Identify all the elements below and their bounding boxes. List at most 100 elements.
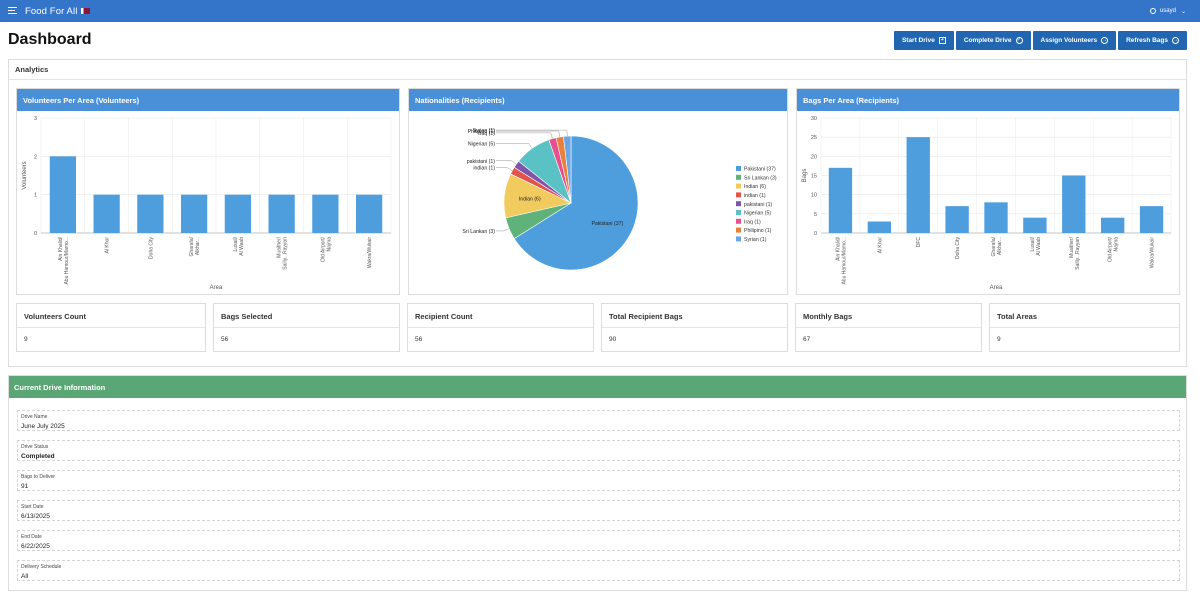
slice-label: indian (1) [473, 166, 495, 172]
legend-label: indian (1) [744, 193, 766, 199]
legend-swatch [736, 210, 741, 215]
field-value: Completed [21, 453, 55, 460]
chevron-down-icon: ⌄ [1180, 8, 1186, 15]
stat-card-total-recipient-bags: Total Recipient Bags 90 [601, 303, 788, 352]
stat-value: 56 [221, 336, 229, 343]
bags-chart-card: Bags Per Area (Recipients) 0 5 10 15 20 25 30 A… [796, 88, 1180, 295]
start-drive-button[interactable]: Start Drive + [893, 31, 954, 50]
stat-value: 56 [415, 336, 423, 343]
stat-card-bags-selected: Bags Selected 56 [213, 303, 400, 352]
leader-line [496, 160, 517, 165]
legend-label: Iraq (1) [744, 219, 761, 225]
refresh-bags-button[interactable]: Refresh Bags → [1118, 31, 1187, 50]
legend-swatch [736, 218, 741, 224]
x-tick-label: Najma [326, 237, 332, 252]
y-axis-label: Bags [802, 169, 808, 183]
field-value: 6/13/2025 [21, 513, 50, 520]
slice-label: Philipino (1) [468, 129, 496, 135]
x-tick-label: Alkhar... [997, 237, 1003, 255]
x-tick-label: Doha City [955, 237, 961, 259]
menu-icon[interactable] [8, 7, 18, 15]
assign-volunteers-label: Assign Volunteers [1040, 37, 1098, 44]
check-circle-icon: ✓ [1015, 37, 1023, 44]
y-axis-label: Volunteers [22, 161, 28, 189]
slice-label: Sri Lankan (3) [462, 229, 495, 235]
bags-per-area-chart: 0 5 10 15 20 25 30 Ain Khalid/Abu Hamour/Mamo..… [802, 116, 1172, 291]
refresh-bags-label: Refresh Bags [1126, 37, 1168, 44]
user-menu[interactable]: usayd ⌄ [1149, 0, 1186, 22]
assign-volunteers-button[interactable]: Assign Volunteers → [1032, 31, 1117, 50]
legend-label: pakistani (1) [744, 202, 773, 208]
top-app-bar: Food For All usayd ⌄ [0, 0, 1200, 22]
y-tick-label: 15 [811, 174, 817, 180]
stat-card-monthly-bags: Monthly Bags 67 [795, 303, 982, 352]
drive-status-field: Drive Status Completed [17, 440, 1180, 461]
x-tick-label: Abu Hamour/Mamo... [841, 237, 847, 285]
nationalities-pie-chart: Pakistani (37) Sri Lankan (3) Indian (6) in… [462, 128, 777, 271]
start-date-field: Start Date 6/13/2025 [17, 500, 1180, 521]
y-tick-label: 0 [34, 231, 37, 237]
bar [1101, 217, 1125, 233]
x-tick-label: Al Waab [239, 237, 245, 256]
bar [984, 202, 1008, 233]
delivery-schedule-field: Delivery Schedule All [17, 560, 1180, 581]
stat-label: Recipient Count [408, 304, 593, 328]
x-tick-label: Najma [1114, 237, 1120, 252]
x-tick-label: Al Waab [1036, 237, 1042, 256]
y-tick-label: 1 [34, 193, 37, 199]
drive-name-field: Drive Name June July 2025 [17, 410, 1180, 431]
x-tick-label: Gharafa/ [991, 236, 997, 256]
x-tick-label: Muaither/ [277, 236, 283, 257]
y-tick-label: 0 [814, 231, 817, 237]
legend-label: Nigerian (5) [744, 211, 771, 217]
app-title[interactable]: Food For All [25, 5, 78, 17]
y-tick-label: 25 [811, 135, 817, 141]
bar [906, 137, 930, 233]
user-icon [1149, 8, 1156, 14]
arrow-right-circle-icon: → [1172, 37, 1179, 44]
bar [312, 194, 339, 233]
stat-card-total-areas: Total Areas 9 [989, 303, 1180, 352]
slice-label: Indian (6) [519, 196, 541, 202]
volunteers-chart-card: Volunteers Per Area (Volunteers) 0 1 2 3 Ain… [16, 88, 400, 295]
field-label: Bags to Deliver [21, 474, 55, 480]
stat-label: Total Recipient Bags [602, 304, 787, 328]
field-value: All [21, 573, 29, 580]
bar [49, 156, 76, 233]
bar [867, 221, 891, 233]
legend-swatch [736, 166, 741, 171]
y-tick-label: 20 [811, 154, 817, 160]
leader-line [496, 143, 533, 149]
legend-label: Sri Lankan (3) [744, 175, 777, 181]
stat-label: Monthly Bags [796, 304, 981, 328]
x-tick-label: Ain Khalid/ [58, 236, 64, 261]
field-label: Drive Status [21, 444, 49, 450]
slice-label: Nigerian (5) [468, 141, 495, 147]
chart-title: Volunteers Per Area (Volunteers) [17, 89, 399, 111]
legend-swatch [736, 183, 741, 189]
current-drive-panel: Current Drive Information Drive Name Jun… [8, 375, 1187, 591]
bar [224, 194, 251, 233]
user-name: usayd [1159, 8, 1176, 14]
current-drive-title: Current Drive Information [9, 376, 1186, 398]
x-tick-label: Sailiy...Rayyan [283, 237, 289, 270]
qatar-flag-icon [81, 8, 91, 14]
action-toolbar: Start Drive + Complete Drive ✓ Assign Vo… [893, 31, 1187, 50]
bar [1023, 217, 1047, 233]
bar [137, 194, 164, 233]
bar [181, 194, 208, 233]
field-value: 91 [21, 483, 29, 490]
complete-drive-button[interactable]: Complete Drive ✓ [955, 31, 1031, 50]
legend-swatch [736, 192, 741, 198]
slice-label: Iraq (1) [478, 131, 495, 137]
slice-label: Pakistani (37) [591, 221, 623, 227]
field-value: June July 2025 [21, 423, 65, 430]
plus-box-icon: + [938, 37, 946, 44]
y-tick-label: 5 [814, 212, 817, 218]
x-axis-label: Area [990, 285, 1003, 291]
bar [1062, 175, 1086, 233]
field-label: End Date [21, 534, 42, 540]
bar [93, 194, 120, 233]
end-date-field: End Date 6/22/2025 [17, 530, 1180, 551]
x-axis-label: Area [210, 285, 223, 291]
